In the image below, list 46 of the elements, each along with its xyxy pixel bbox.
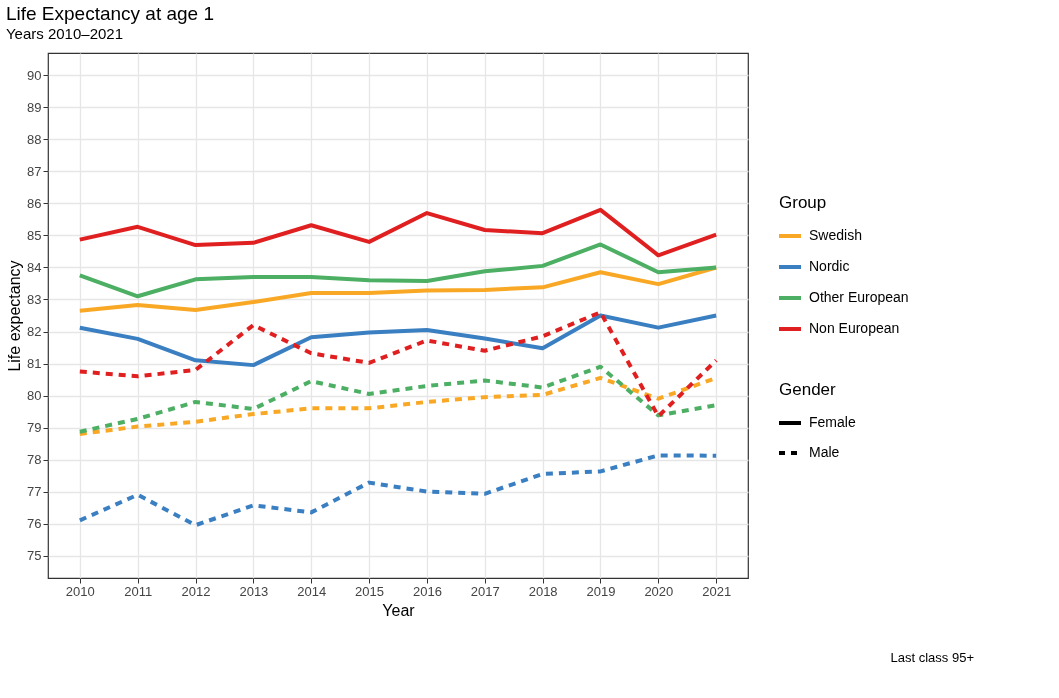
y-tick-label: 83	[27, 291, 42, 307]
y-tick-label: 77	[27, 484, 42, 500]
y-tick-label: 75	[27, 548, 42, 564]
text: Female	[809, 414, 856, 430]
x-tick-label: 2020	[644, 583, 674, 599]
x-tick-label: 2012	[181, 583, 211, 599]
x-tick-label: 2011	[124, 583, 153, 599]
line-series	[77, 310, 719, 419]
x-tick-label: 2017	[470, 583, 500, 599]
legend-label: Other European	[809, 289, 909, 305]
text: Last class 95+	[890, 650, 974, 665]
line-series	[77, 207, 719, 258]
y-tick-label: 80	[27, 388, 42, 404]
legend-label: Non European	[809, 320, 900, 336]
x-tick-label: 2021	[702, 583, 732, 599]
text: Male	[809, 444, 840, 460]
x-tick-label: 2014	[297, 583, 327, 599]
x-tick-label: 2016	[412, 583, 442, 599]
y-tick-label: 89	[27, 99, 42, 115]
y-tick-label: 88	[27, 131, 42, 147]
y-axis-title: Life expectancy	[6, 260, 24, 372]
y-tick-label: 76	[27, 516, 42, 532]
y-tick-label: 81	[27, 356, 42, 372]
text: Group	[779, 193, 827, 212]
line-series	[77, 313, 719, 368]
y-tick-label: 90	[27, 67, 42, 83]
y-tick-label: 79	[27, 420, 42, 436]
chart-subtitle: Years 2010–2021	[5, 25, 123, 43]
y-tick-label: 85	[27, 227, 42, 243]
x-tick-label: 2019	[586, 583, 616, 599]
text: Gender	[779, 380, 836, 399]
x-tick-label: 2010	[65, 583, 95, 599]
line-series	[77, 453, 719, 528]
y-tick-label: 78	[27, 452, 42, 468]
legend-label: Swedish	[809, 227, 862, 243]
x-tick-label: 2015	[355, 583, 385, 599]
y-tick-label: 87	[27, 163, 42, 179]
y-tick-label: 84	[27, 259, 42, 275]
chart-title: Life Expectancy at age 1	[5, 3, 215, 25]
x-tick-label: 2013	[239, 583, 269, 599]
legend-label: Nordic	[809, 258, 850, 274]
x-tick-label: 2018	[528, 583, 558, 599]
x-axis-title: Year	[382, 601, 416, 619]
y-tick-label: 82	[27, 324, 42, 340]
y-tick-label: 86	[27, 195, 42, 211]
line-series	[77, 242, 719, 299]
